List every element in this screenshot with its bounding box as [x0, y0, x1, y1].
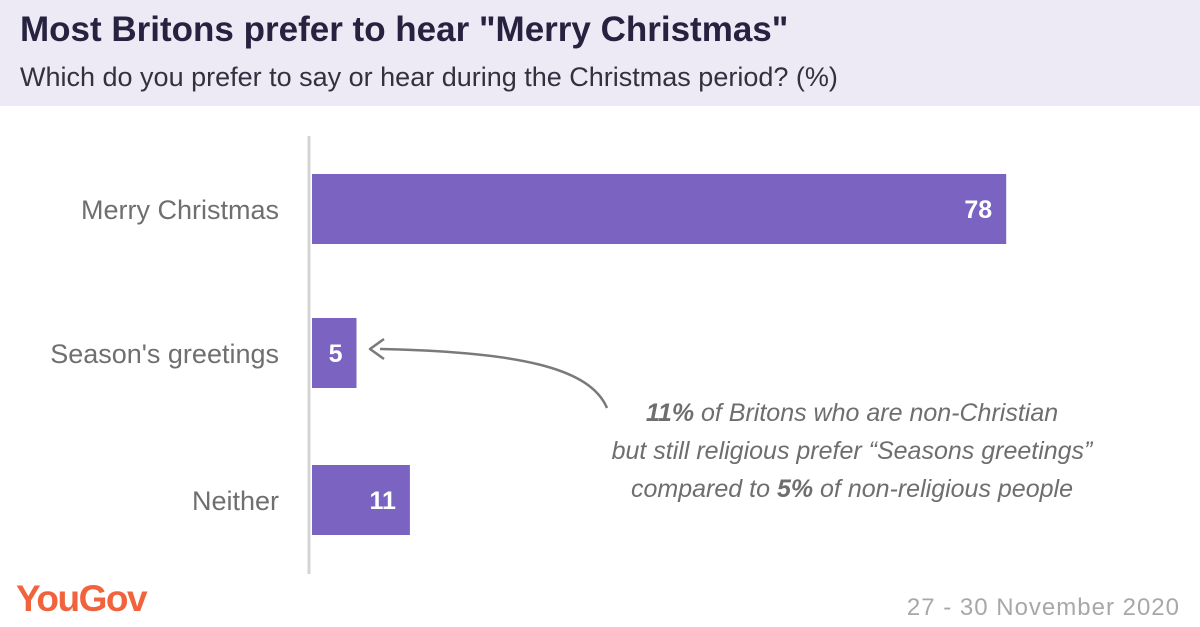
annotation-stat-11: 11% [645, 399, 695, 427]
bar-season-s-greetings [312, 318, 357, 388]
annotation-stat-5: 5% [776, 475, 814, 503]
category-label-merry-christmas: Merry Christmas [81, 195, 279, 225]
annotation-arrowhead-icon [368, 337, 385, 361]
bar-chart: Merry Christmas 78 Season's greetings 5 Neit… [50, 136, 1007, 574]
annotation-line-1: 11% of Britons who are non-Christian [645, 399, 1059, 427]
annotation-note: 11% of Britons who are non-Christian but… [572, 394, 1132, 508]
annotation-arrow [379, 347, 609, 409]
bar-neither [312, 465, 410, 535]
annotation-line-2: but still religious prefer “Seasons gree… [611, 437, 1093, 465]
annotation-line-3: compared to 5% of non-religious people [631, 475, 1073, 503]
bar-merry-christmas [312, 174, 1007, 244]
value-label-merry-christmas: 78 [964, 196, 992, 224]
chart-subtitle: Which do you prefer to say or hear durin… [20, 62, 838, 92]
value-label-season-s-greetings: 5 [329, 340, 343, 368]
category-label-season-s-greetings: Season's greetings [50, 339, 279, 369]
value-label-neither: 11 [369, 487, 396, 515]
header-band: Most Britons prefer to hear "Merry Chris… [0, 0, 1200, 106]
yougov-logo: YouGov [16, 578, 148, 619]
fieldwork-date: 27 - 30 November 2020 [906, 594, 1180, 621]
chart-title: Most Britons prefer to hear "Merry Chris… [20, 10, 789, 49]
category-label-neither: Neither [192, 486, 279, 516]
